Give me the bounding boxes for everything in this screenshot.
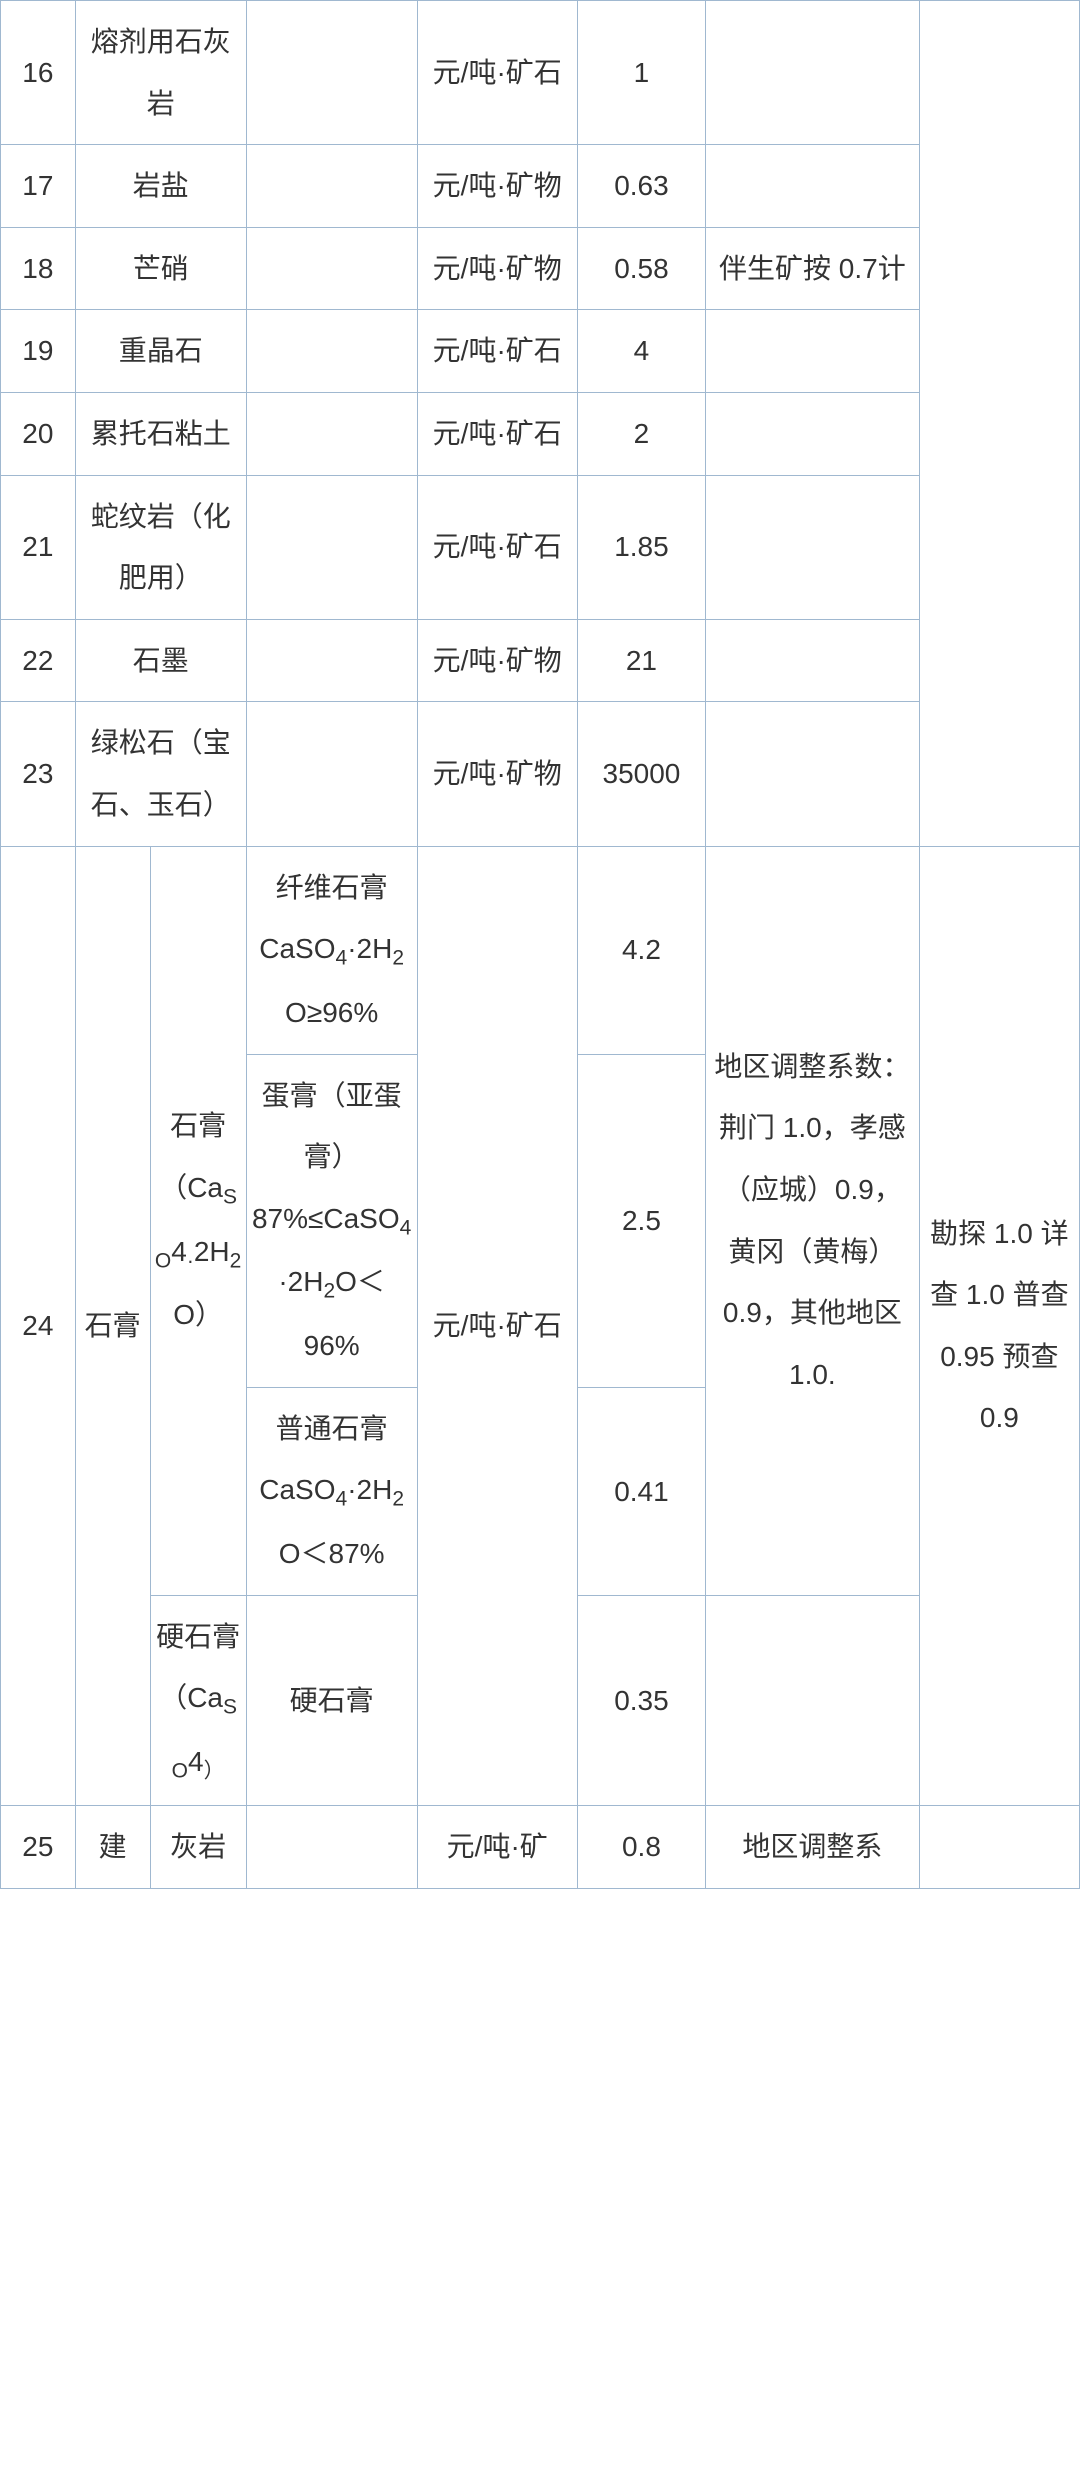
row-num: 22 [1,619,76,702]
row-spec [246,310,417,393]
row-note1: 地区调整系 [706,1805,920,1888]
row-spec: 纤维石膏CaSO4·2H2O≥96% [246,846,417,1054]
row-note1: 伴生矿按 0.7计 [706,227,920,310]
row-num: 25 [1,1805,76,1888]
table-row: 24 石膏 石膏（CaSO4·2H2O） 纤维石膏CaSO4·2H2O≥96% … [1,846,1080,1054]
row-spec [246,1805,417,1888]
row-unit: 元/吨·矿物 [417,619,577,702]
table-row: 18 芒硝 元/吨·矿物 0.58 伴生矿按 0.7计 [1,227,1080,310]
row-price: 2.5 [577,1054,705,1387]
table-row: 20 累托石粘土 元/吨·矿石 2 [1,392,1080,475]
row-note1 [706,475,920,619]
row-spec [246,392,417,475]
row-price: 2 [577,392,705,475]
row-name-b2: 硬石膏（CaSO4） [150,1595,246,1805]
row-name-a: 建 [75,1805,150,1888]
row-name: 蛇纹岩（化肥用） [75,475,246,619]
row-unit: 元/吨·矿物 [417,145,577,228]
row-num: 21 [1,475,76,619]
row-note1: 地区调整系数：荆门 1.0，孝感（应城）0.9，黄冈（黄梅）0.9，其他地区 1… [706,846,920,1595]
row-num: 20 [1,392,76,475]
row-price: 35000 [577,702,705,846]
row-num: 17 [1,145,76,228]
row-spec [246,475,417,619]
row-name: 芒硝 [75,227,246,310]
row-price: 1.85 [577,475,705,619]
row-num: 24 [1,846,76,1805]
row-spec [246,227,417,310]
row-num: 16 [1,1,76,145]
row-unit: 元/吨·矿物 [417,227,577,310]
row-unit: 元/吨·矿 [417,1805,577,1888]
mineral-pricing-table: 16 熔剂用石灰岩 元/吨·矿石 1 17 岩盐 元/吨·矿物 0.63 18 … [0,0,1080,1889]
table-row: 16 熔剂用石灰岩 元/吨·矿石 1 [1,1,1080,145]
row-name: 石墨 [75,619,246,702]
row-num: 23 [1,702,76,846]
table-row: 17 岩盐 元/吨·矿物 0.63 [1,145,1080,228]
row-name-b: 灰岩 [150,1805,246,1888]
row-note2 [919,1805,1079,1888]
table-row: 23 绿松石（宝石、玉石） 元/吨·矿物 35000 [1,702,1080,846]
row-note2-merged [919,1,1079,847]
row-unit: 元/吨·矿石 [417,1,577,145]
row-note1 [706,619,920,702]
row-spec: 蛋膏（亚蛋膏）87%≤CaSO4·2H2O＜96% [246,1054,417,1387]
row-unit: 元/吨·矿石 [417,392,577,475]
row-name: 累托石粘土 [75,392,246,475]
table-row: 19 重晶石 元/吨·矿石 4 [1,310,1080,393]
table-row: 25 建 灰岩 元/吨·矿 0.8 地区调整系 [1,1805,1080,1888]
row-spec: 普通石膏CaSO4·2H2O＜87% [246,1387,417,1595]
row-price: 0.58 [577,227,705,310]
row-note1 [706,1595,920,1805]
row-unit: 元/吨·矿石 [417,475,577,619]
row-spec [246,1,417,145]
row-unit: 元/吨·矿物 [417,702,577,846]
row-name-b1: 石膏（CaSO4·2H2O） [150,846,246,1595]
row-note1 [706,310,920,393]
row-price: 21 [577,619,705,702]
row-num: 18 [1,227,76,310]
row-name: 绿松石（宝石、玉石） [75,702,246,846]
row-spec [246,145,417,228]
row-note1 [706,702,920,846]
row-price: 4 [577,310,705,393]
row-spec [246,702,417,846]
row-name: 岩盐 [75,145,246,228]
row-name-a: 石膏 [75,846,150,1805]
table-row: 21 蛇纹岩（化肥用） 元/吨·矿石 1.85 [1,475,1080,619]
row-price: 0.8 [577,1805,705,1888]
row-price: 4.2 [577,846,705,1054]
table-row: 22 石墨 元/吨·矿物 21 [1,619,1080,702]
row-name: 重晶石 [75,310,246,393]
row-price: 0.35 [577,1595,705,1805]
row-unit: 元/吨·矿石 [417,310,577,393]
row-spec: 硬石膏 [246,1595,417,1805]
row-note2: 勘探 1.0 详查 1.0 普查 0.95 预查 0.9 [919,846,1079,1805]
row-name: 熔剂用石灰岩 [75,1,246,145]
row-price: 0.63 [577,145,705,228]
row-num: 19 [1,310,76,393]
row-note1 [706,1,920,145]
row-spec [246,619,417,702]
row-note1 [706,145,920,228]
row-note1 [706,392,920,475]
row-unit: 元/吨·矿石 [417,846,577,1805]
row-price: 1 [577,1,705,145]
row-price: 0.41 [577,1387,705,1595]
